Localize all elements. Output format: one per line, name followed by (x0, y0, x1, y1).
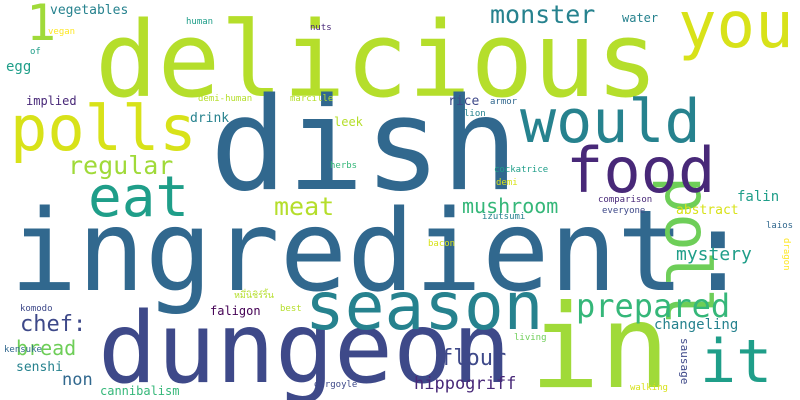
word-leek: leek (334, 115, 363, 129)
word-human: human (186, 17, 214, 27)
word-laios: laios (766, 221, 794, 231)
word-thai: หมึ่นิชิร์ริ้น (234, 291, 274, 301)
word-demi: demi (496, 178, 518, 188)
word-delicious: delicious (95, 0, 659, 121)
word-demi-human: demi-human (198, 94, 253, 104)
word-sausage: sausage (678, 338, 691, 385)
word-comparison: comparison (598, 195, 653, 205)
word-komodo: komodo (20, 304, 53, 314)
word-herbs: herbs (330, 161, 358, 171)
word-ingredient: ingredient: (10, 187, 752, 317)
word-implied: implied (26, 94, 77, 108)
word-vegan: vegan (48, 27, 76, 37)
word-meat: meat (274, 192, 335, 221)
word-food: food (566, 134, 716, 207)
word-cockatrice: cockatrice (494, 165, 549, 175)
word-polls: polls (10, 92, 197, 165)
word-hippogriff: hippogriff (414, 374, 517, 394)
word-water: water (622, 11, 659, 25)
word-dungeon: dungeon (98, 292, 512, 400)
word-changeling: changeling (654, 317, 739, 333)
word-abstract: abstract (676, 203, 739, 218)
word-nuts: nuts (310, 23, 332, 33)
word-faligon: faligon (210, 304, 261, 318)
word-it: it (700, 327, 773, 397)
word-monster: monster (490, 0, 596, 29)
word-izutsumi: izutsumi (482, 212, 526, 222)
word-cannibalism: cannibalism (100, 384, 180, 398)
word-gargoyle: gargoyle (314, 380, 358, 390)
word-dragon: dragon (781, 238, 791, 271)
word-bread: bread (16, 336, 77, 360)
word-of: of (30, 47, 41, 57)
word-falin: falin (737, 189, 780, 205)
word-drink: drink (190, 111, 230, 126)
word-chef: chef: (20, 312, 87, 337)
word-dish: dish (210, 71, 519, 220)
word-living: living (514, 333, 547, 343)
word-bacon: bacon (428, 239, 456, 249)
word-prepared: prepared (576, 287, 731, 325)
word-vegetables: vegetables (50, 3, 129, 18)
word-best: best (280, 304, 302, 314)
word-in: in (530, 280, 670, 400)
word-would: would (520, 87, 701, 157)
word-season: season (305, 268, 544, 345)
word-rice: rice (448, 94, 480, 109)
word-senshi: senshi (16, 360, 63, 375)
word-everyone: everyone (602, 206, 646, 216)
word-marcille: marcille (290, 94, 334, 104)
word-lion: lion (464, 109, 486, 119)
word-mystery: mystery (676, 244, 752, 265)
word-eat: eat (88, 165, 190, 230)
word-flour: flour (440, 346, 507, 371)
word-kensuke: kensuke (4, 345, 42, 355)
word-1: 1 (26, 0, 57, 52)
word-mushroom: mushroom (462, 194, 559, 218)
word-egg: egg (6, 59, 32, 75)
word-walking: walking (630, 383, 668, 393)
word-regular: regular (68, 151, 174, 180)
word-non: non (62, 370, 93, 390)
word-you: you (678, 0, 794, 63)
word-armor: armor (490, 97, 518, 107)
